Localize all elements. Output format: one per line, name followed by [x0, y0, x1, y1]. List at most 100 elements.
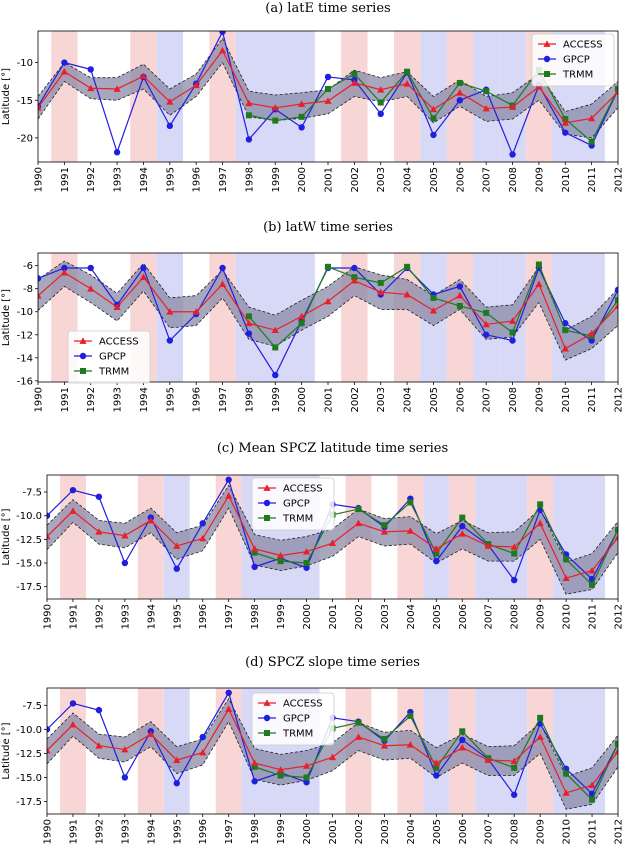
x-tick-label: 1997: [218, 167, 229, 192]
access-point: [95, 742, 103, 749]
access-point: [113, 85, 121, 92]
access-point: [245, 319, 253, 327]
trmm-point: [407, 712, 414, 719]
access-point: [614, 88, 618, 95]
access-point: [354, 519, 363, 527]
x-tick-label: 1999: [271, 387, 282, 412]
gpcp-point: [245, 330, 253, 337]
legend-label: TRMM: [98, 367, 129, 378]
access-point: [536, 519, 544, 527]
trmm-point: [355, 506, 362, 513]
access-point: [87, 84, 95, 92]
legend-marker: [544, 71, 550, 77]
gpcp-point: [251, 778, 258, 785]
x-tick-label: 1993: [113, 167, 124, 192]
gpcp-point: [614, 286, 618, 294]
access-point: [139, 273, 148, 281]
x-tick-label: 2000: [302, 819, 313, 844]
legend-marker: [263, 699, 271, 706]
x-tick-label: 1995: [165, 387, 176, 412]
x-tick-label: 1995: [172, 819, 183, 844]
access-point: [484, 756, 492, 764]
legend: ACCESS GPCP TRMM: [531, 33, 615, 87]
x-tick-label: 1990: [34, 167, 45, 192]
trmm-point: [381, 735, 388, 742]
plot-area: [47, 475, 618, 599]
gpcp-point: [95, 706, 103, 714]
access-point: [458, 744, 466, 751]
gpcp-point: [173, 565, 180, 572]
x-tick-label: 2011: [587, 167, 598, 192]
x-tick-label: 1991: [68, 819, 79, 844]
access-point: [69, 507, 77, 514]
x-tick-label: 1996: [198, 819, 209, 844]
x-tick-label: 1998: [250, 604, 261, 629]
access-point: [298, 312, 306, 320]
access-point: [354, 733, 363, 740]
access-point: [199, 748, 207, 756]
access-point: [298, 100, 306, 107]
trmm-point: [509, 329, 516, 336]
gpcp-point: [38, 275, 42, 282]
band-lower-edge: [47, 507, 618, 595]
access-point: [251, 759, 259, 766]
plot-area: [38, 31, 618, 162]
y-tick-label: -12: [17, 330, 33, 341]
legend-marker: [80, 368, 86, 374]
gpcp-point: [510, 791, 518, 798]
access-point: [403, 290, 411, 298]
access-point: [403, 80, 411, 87]
spread-band: [38, 261, 618, 361]
access-point: [276, 551, 285, 559]
trmm-point: [404, 68, 411, 75]
gpcp-point: [456, 283, 464, 290]
x-tick-label: 2009: [536, 604, 547, 629]
access-point: [482, 104, 490, 112]
x-tick-label: 2002: [354, 604, 365, 629]
legend-box: [251, 692, 335, 746]
gpcp-point: [140, 264, 147, 272]
trmm-point: [325, 263, 331, 270]
legend-label: ACCESS: [283, 484, 323, 495]
x-tick-label: 2002: [350, 387, 361, 412]
panel-b-latW: (b) latW time series 1990 1991 1992 1993 1994…: [1, 220, 622, 412]
x-tick-label: 2001: [328, 819, 339, 844]
access-point: [380, 742, 389, 749]
x-tick-label: 2002: [354, 819, 365, 844]
access-point: [328, 753, 337, 761]
legend-label: GPCP: [563, 55, 590, 66]
access-point: [588, 114, 596, 122]
trmm-point: [589, 796, 596, 803]
gpcp-point: [588, 337, 595, 344]
access-point: [508, 103, 517, 110]
trmm-point: [589, 581, 596, 588]
x-tick-label: 1995: [165, 167, 176, 192]
gpcp-point: [69, 486, 77, 494]
trmm-point: [433, 764, 440, 771]
access-point: [380, 528, 389, 535]
el-nino-shade: [51, 31, 78, 162]
access-point: [271, 326, 279, 334]
legend-marker: [543, 40, 551, 47]
trmm-point: [588, 138, 595, 145]
x-tick-label: 2007: [482, 387, 493, 412]
x-tick-label: 2008: [508, 387, 519, 412]
access-point: [139, 72, 148, 80]
x-tick-label: 2012: [614, 819, 622, 844]
gpcp-point: [166, 122, 174, 130]
x-tick-label: 2009: [534, 167, 545, 192]
trmm-point: [511, 550, 518, 557]
trmm-point: [245, 112, 252, 119]
x-tick-label: 1990: [34, 387, 45, 412]
gpcp-point: [199, 520, 206, 527]
gpcp-point: [459, 522, 466, 530]
gpcp-point: [219, 31, 226, 35]
access-point: [166, 98, 174, 105]
trmm-point: [381, 522, 388, 529]
x-tick-label: 2010: [561, 387, 572, 412]
x-tick-label: 2006: [458, 604, 469, 629]
access-point: [69, 720, 77, 728]
gpcp-point: [430, 131, 437, 139]
gpcp-point: [173, 780, 180, 787]
access-point: [484, 542, 492, 549]
